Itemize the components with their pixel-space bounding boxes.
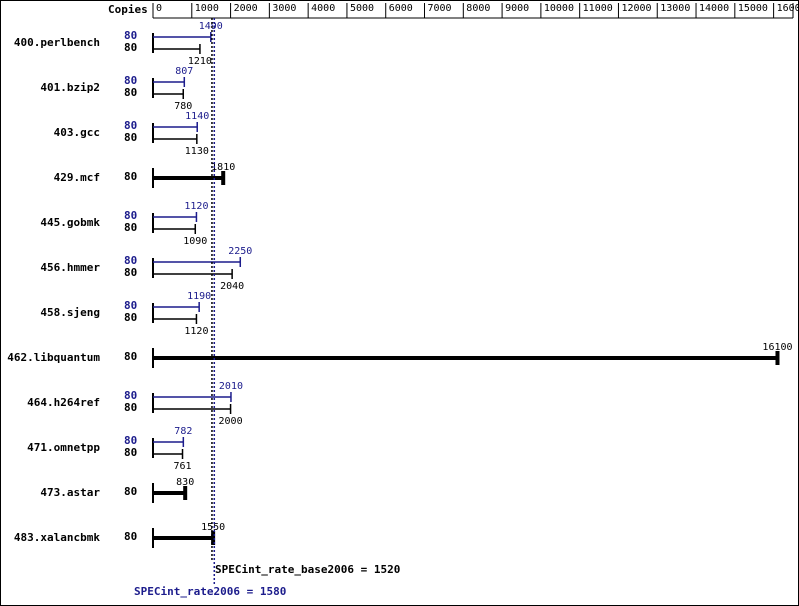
- x-tick-label: 14000: [699, 3, 729, 14]
- bar: [153, 224, 197, 234]
- x-tick-label: 0: [156, 3, 162, 14]
- copies-label: 80: [124, 530, 137, 543]
- bar: [153, 89, 185, 99]
- x-tick-label: 16500: [796, 3, 799, 14]
- value-label: 1120: [184, 201, 208, 212]
- copies-label: 80: [124, 350, 137, 363]
- copies-label: 80: [124, 74, 137, 87]
- x-tick-label: 1000: [195, 3, 219, 14]
- category-label: 464.h264ref: [27, 396, 100, 409]
- value-label: 782: [174, 426, 192, 437]
- x-tick-label: 13000: [660, 3, 690, 14]
- bar: [153, 269, 233, 279]
- value-label: 2010: [219, 381, 243, 392]
- category-label: 483.xalancbmk: [14, 531, 100, 544]
- value-label: 2250: [228, 246, 252, 257]
- copies-label: 80: [124, 86, 137, 99]
- value-label: 1140: [185, 111, 209, 122]
- category-label: 471.omnetpp: [27, 441, 100, 454]
- x-tick-label: 16000: [777, 3, 799, 14]
- bar: [153, 122, 198, 132]
- value-label: 1130: [185, 146, 209, 157]
- category-label: 429.mcf: [54, 171, 100, 184]
- x-tick-label: 2000: [234, 3, 258, 14]
- bar: [153, 486, 188, 500]
- category-label: 445.gobmk: [40, 216, 100, 229]
- bar: [153, 351, 780, 365]
- bar: [153, 531, 216, 545]
- value-label: 16100: [762, 342, 792, 353]
- copies-label: 80: [124, 131, 137, 144]
- bar: [153, 212, 198, 222]
- copies-label: 80: [124, 389, 137, 402]
- bar: [153, 302, 200, 312]
- value-label: 1190: [187, 291, 211, 302]
- value-label: 780: [174, 101, 192, 112]
- value-label: 1550: [201, 522, 225, 533]
- reference-label: SPECint_rate_base2006 = 1520: [215, 563, 400, 576]
- x-tick-label: 11000: [583, 3, 613, 14]
- x-tick-label: 6000: [389, 3, 413, 14]
- value-label: 830: [176, 477, 194, 488]
- x-tick-label: 10000: [544, 3, 574, 14]
- bar: [153, 257, 242, 267]
- copies-label: 80: [124, 434, 137, 447]
- value-label: 761: [173, 461, 191, 472]
- category-label: 458.sjeng: [40, 306, 100, 319]
- bar: [153, 449, 184, 459]
- value-label: 2040: [220, 281, 244, 292]
- x-tick-label: 4000: [311, 3, 335, 14]
- copies-label: 80: [124, 254, 137, 267]
- bar: [153, 134, 198, 144]
- x-tick-label: 9000: [505, 3, 529, 14]
- copies-label: 80: [124, 485, 137, 498]
- copies-label: 80: [124, 209, 137, 222]
- copies-label: 80: [124, 29, 137, 42]
- value-label: 1810: [211, 162, 235, 173]
- value-label: 2000: [219, 416, 243, 427]
- copies-label: 80: [124, 299, 137, 312]
- x-tick-label: 5000: [350, 3, 374, 14]
- x-tick-label: 12000: [621, 3, 651, 14]
- x-tick-label: 15000: [738, 3, 768, 14]
- category-label: 401.bzip2: [40, 81, 100, 94]
- value-label: 1120: [184, 326, 208, 337]
- copies-label: 80: [124, 119, 137, 132]
- copies-label: 80: [124, 221, 137, 234]
- category-label: 462.libquantum: [7, 351, 100, 364]
- copies-label: 80: [124, 401, 137, 414]
- copies-label: 80: [124, 311, 137, 324]
- bar: [153, 32, 212, 42]
- copies-label: 80: [124, 446, 137, 459]
- x-tick-label: 3000: [272, 3, 296, 14]
- copies-label: 80: [124, 266, 137, 279]
- copies-label: 80: [124, 41, 137, 54]
- reference-label: SPECint_rate2006 = 1580: [134, 585, 286, 598]
- copies-label: 80: [124, 170, 137, 183]
- category-label: 403.gcc: [54, 126, 100, 139]
- bar: [153, 44, 201, 54]
- axis-label: Copies: [108, 3, 148, 16]
- value-label: 807: [175, 66, 193, 77]
- bar: [153, 437, 185, 447]
- category-label: 473.astar: [40, 486, 100, 499]
- bar: [153, 77, 186, 87]
- value-label: 1210: [188, 56, 212, 67]
- value-label: 1090: [183, 236, 207, 247]
- category-label: 456.hmmer: [40, 261, 100, 274]
- bar: [153, 314, 198, 324]
- bar: [153, 392, 232, 402]
- x-tick-label: 7000: [428, 3, 452, 14]
- x-tick-label: 8000: [466, 3, 490, 14]
- category-label: 400.perlbench: [14, 36, 100, 49]
- bar: [153, 404, 232, 414]
- value-label: 1490: [199, 21, 223, 32]
